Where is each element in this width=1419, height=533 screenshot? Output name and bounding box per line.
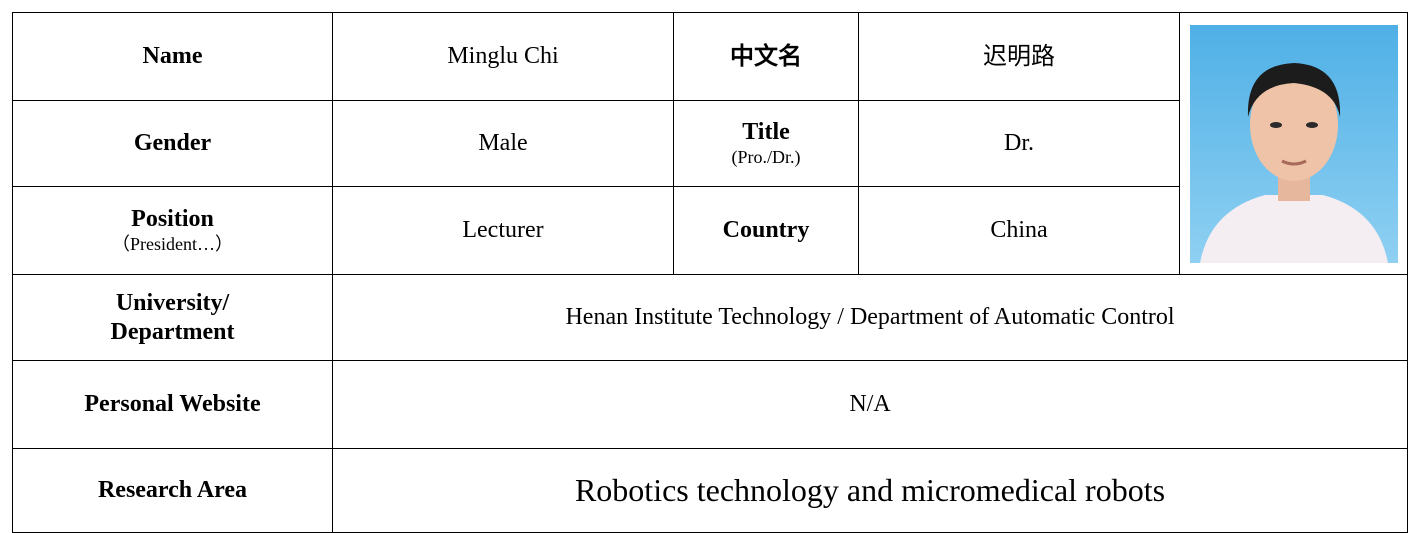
label: Title <box>742 119 790 146</box>
value: Male <box>332 100 674 187</box>
label: Research Area <box>12 448 333 533</box>
row: Research Area Robotics technology and mi… <box>12 448 1408 533</box>
value: Dr. <box>858 100 1180 187</box>
value: 迟明路 <box>858 12 1180 101</box>
label: University/ Department <box>12 274 333 361</box>
photo-cell <box>1179 12 1408 275</box>
label-cell: Title (Pro./Dr.) <box>673 100 859 187</box>
value: Lecturer <box>332 186 674 275</box>
value: N/A <box>332 360 1408 449</box>
value: Robotics technology and micromedical rob… <box>332 448 1408 533</box>
label: Country <box>673 186 859 275</box>
row: Name Minglu Chi 中文名 迟明路 <box>12 12 1408 275</box>
value: Henan Institute Technology / Department … <box>332 274 1408 361</box>
label-cell: Position （President…） <box>12 186 333 275</box>
label: Gender <box>12 100 333 187</box>
value: Minglu Chi <box>332 12 674 101</box>
row: University/ Department Henan Institute T… <box>12 274 1408 361</box>
row: Position （President…） Lecturer Country Ch… <box>12 186 1408 275</box>
value: China <box>858 186 1180 275</box>
label: Name <box>12 12 333 101</box>
label: Personal Website <box>12 360 333 449</box>
row: Personal Website N/A <box>12 360 1408 449</box>
profile-table: Name Minglu Chi 中文名 迟明路 Gender Male Titl… <box>12 12 1408 533</box>
label: 中文名 <box>673 12 859 101</box>
hint: （President…） <box>112 234 233 255</box>
row: Gender Male Title (Pro./Dr.) Dr. <box>12 100 1408 187</box>
label: Position <box>131 206 214 233</box>
hint: (Pro./Dr.) <box>731 147 801 168</box>
photo <box>1189 24 1398 263</box>
